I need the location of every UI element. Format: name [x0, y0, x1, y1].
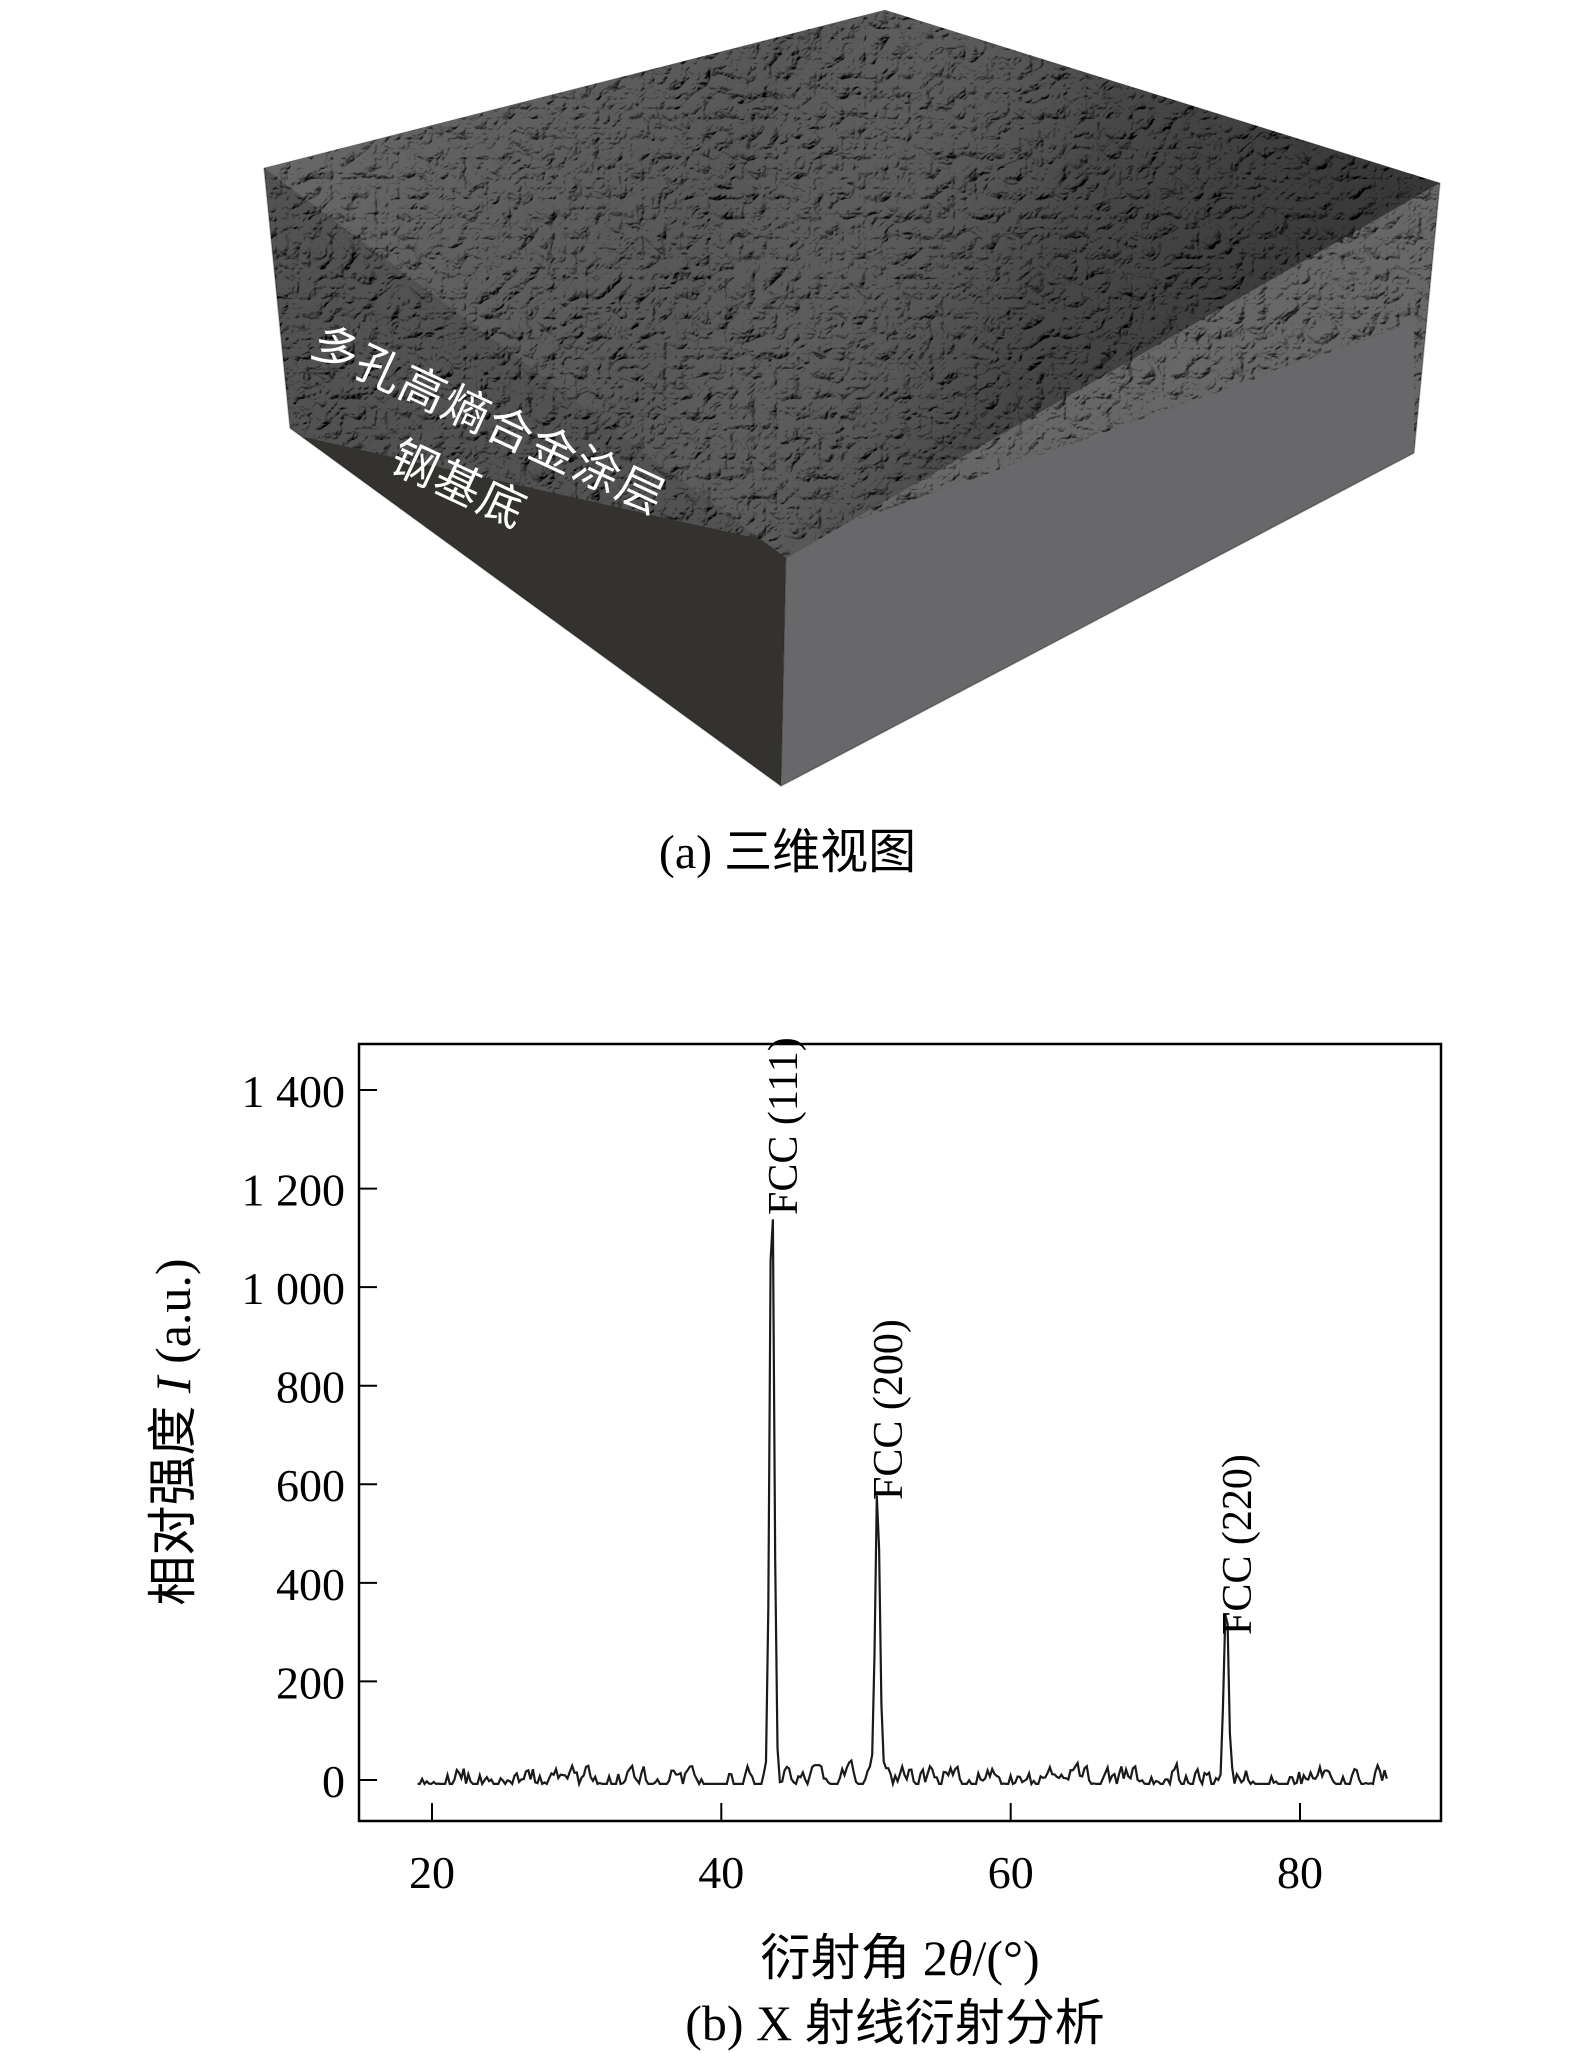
- svg-text:80: 80: [1277, 1847, 1323, 1898]
- svg-text:40: 40: [698, 1847, 744, 1898]
- svg-text:0: 0: [322, 1756, 345, 1807]
- svg-text:衍射角 2θ/(°): 衍射角 2θ/(°): [760, 1930, 1039, 1986]
- svg-text:800: 800: [276, 1362, 345, 1413]
- svg-text:FCC (111): FCC (111): [761, 1037, 807, 1215]
- svg-text:1 000: 1 000: [242, 1263, 346, 1314]
- svg-text:200: 200: [276, 1657, 345, 1708]
- svg-text:相对强度 I (a.u.): 相对强度 I (a.u.): [145, 1258, 201, 1605]
- svg-text:1 200: 1 200: [242, 1165, 346, 1216]
- svg-text:20: 20: [409, 1847, 455, 1898]
- svg-text:60: 60: [988, 1847, 1034, 1898]
- svg-text:1 400: 1 400: [242, 1066, 346, 1117]
- svg-text:FCC (220): FCC (220): [1215, 1454, 1261, 1635]
- svg-text:400: 400: [276, 1559, 345, 1610]
- svg-text:(b) X 射线衍射分析: (b) X 射线衍射分析: [685, 1995, 1104, 2051]
- svg-text:600: 600: [276, 1460, 345, 1511]
- svg-text:FCC (200): FCC (200): [866, 1319, 912, 1500]
